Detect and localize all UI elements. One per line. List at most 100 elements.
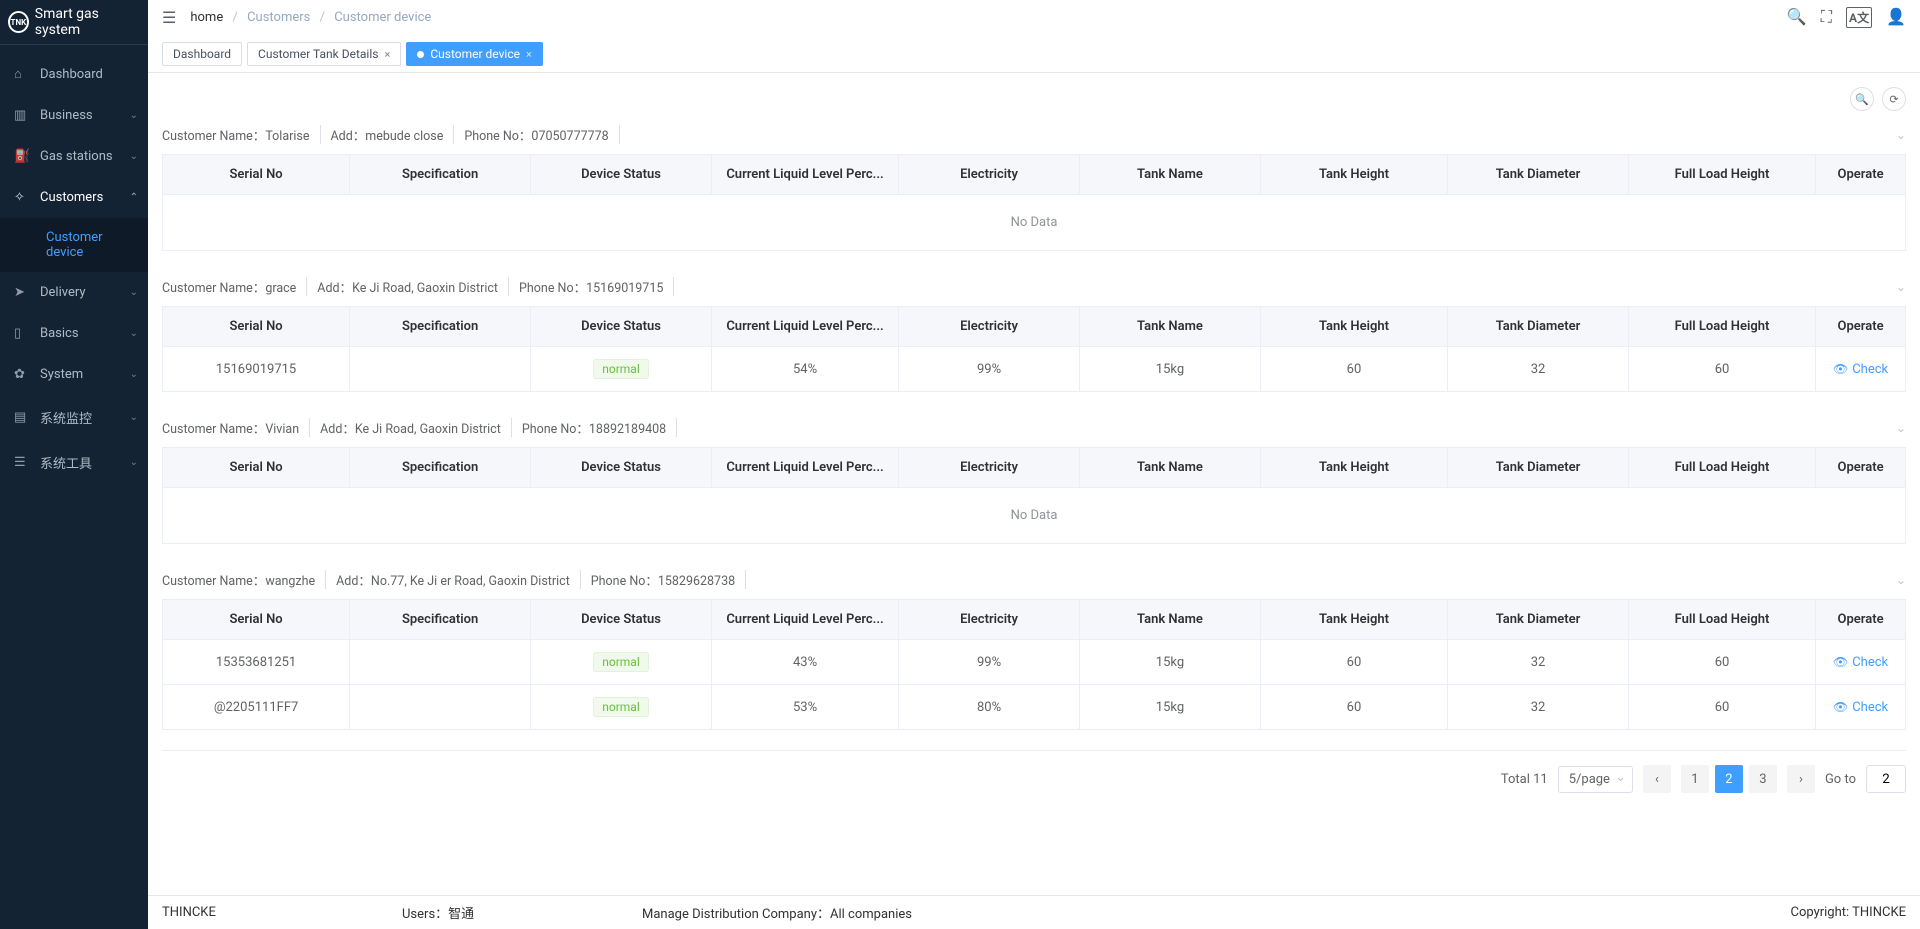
hamburger-icon[interactable]: ☰ (162, 8, 176, 27)
menu-label: Gas stations (40, 149, 113, 164)
cell-spec (350, 685, 531, 730)
phone-label: Phone No： (522, 422, 589, 437)
cell-liquid: 43% (711, 640, 898, 685)
prev-page-button[interactable]: ‹ (1643, 765, 1671, 793)
customer-address: Ke Ji Road, Gaoxin District (355, 422, 501, 437)
fullscreen-icon[interactable]: ⛶ (1821, 7, 1832, 28)
menu-icon: ▯ (14, 326, 30, 341)
cell-full-load: 60 (1628, 685, 1815, 730)
goto-page-input[interactable] (1866, 765, 1906, 793)
refresh-button[interactable]: ⟳ (1882, 87, 1906, 111)
customer-block: Customer Name：Vivian Add：Ke Ji Road, Gao… (162, 412, 1906, 544)
menu-icon: ✿ (14, 367, 30, 382)
menu-label: Customers (40, 190, 103, 205)
tab-customer-device[interactable]: Customer device× (406, 42, 543, 66)
language-icon[interactable]: A文 (1846, 7, 1872, 28)
chevron-down-icon: ⌄ (130, 287, 138, 298)
column-header: Tank Diameter (1448, 307, 1629, 347)
eye-icon: 👁 (1833, 655, 1848, 669)
address-label: Add： (317, 281, 352, 296)
collapse-icon[interactable]: ⌄ (1896, 128, 1906, 142)
customer-name-label: Customer Name： (162, 281, 265, 296)
sidebar-item-dashboard[interactable]: ⌂ Dashboard (0, 53, 148, 95)
check-link[interactable]: 👁Check (1833, 362, 1888, 377)
phone-label: Phone No： (464, 129, 531, 144)
page-size-select[interactable]: 5/page (1558, 766, 1633, 793)
page-number-1[interactable]: 1 (1681, 765, 1709, 793)
footer-distribution: Manage Distribution Company：All companie… (622, 903, 1790, 922)
menu-label: Basics (40, 326, 79, 341)
collapse-icon[interactable]: ⌄ (1896, 421, 1906, 435)
footer-copyright: Copyright: THINCKE (1790, 905, 1906, 920)
tabs-bar: DashboardCustomer Tank Details×Customer … (148, 36, 1920, 73)
customer-phone: 15829628738 (658, 574, 735, 589)
column-header: Serial No (163, 155, 350, 195)
no-data: No Data (163, 195, 1906, 251)
breadcrumb-item[interactable]: Customer device (334, 10, 431, 25)
sidebar: TNK Smart gas system ⌂Dashboard▥Business… (0, 0, 148, 929)
breadcrumb-item[interactable]: Customers (247, 10, 310, 25)
column-header: Current Liquid Level Perc... (711, 307, 898, 347)
cell-full-load: 60 (1628, 640, 1815, 685)
next-page-button[interactable]: › (1787, 765, 1815, 793)
column-header: Current Liquid Level Perc... (711, 448, 898, 488)
check-link[interactable]: 👁Check (1833, 655, 1888, 670)
pagination-total: Total 11 (1501, 772, 1548, 787)
column-header: Tank Diameter (1448, 155, 1629, 195)
customer-header: Customer Name：grace Add：Ke Ji Road, Gaox… (162, 271, 1906, 306)
sidebar-item-business[interactable]: ▥Business⌄ (0, 95, 148, 136)
sidebar-item-basics[interactable]: ▯Basics⌄ (0, 313, 148, 354)
column-header: Full Load Height (1628, 155, 1815, 195)
column-header: Full Load Height (1628, 307, 1815, 347)
customer-phone: 07050777778 (531, 129, 608, 144)
chevron-down-icon: ⌄ (130, 369, 138, 380)
page-number-2[interactable]: 2 (1715, 765, 1743, 793)
chevron-down-icon: ⌄ (130, 110, 138, 121)
column-header: Device Status (531, 307, 712, 347)
search-button[interactable]: 🔍 (1850, 87, 1874, 111)
column-header: Tank Name (1080, 600, 1261, 640)
table-row: 15353681251 normal 43% 99% 15kg 60 32 60… (163, 640, 1906, 685)
cell-electricity: 99% (899, 347, 1080, 392)
check-link[interactable]: 👁Check (1833, 700, 1888, 715)
sidebar-item-系统监控[interactable]: ▤系统监控⌄ (0, 395, 148, 440)
sidebar-item-system[interactable]: ✿System⌄ (0, 354, 148, 395)
column-header: Tank Height (1260, 448, 1447, 488)
chevron-down-icon: ⌄ (130, 457, 138, 468)
customer-address: mebude close (365, 129, 443, 144)
page-number-3[interactable]: 3 (1749, 765, 1777, 793)
cell-tank-name: 15kg (1080, 347, 1261, 392)
sidebar-item-gas-stations[interactable]: ⛽Gas stations⌄ (0, 136, 148, 177)
search-icon[interactable]: 🔍 (1787, 7, 1807, 28)
close-icon[interactable]: × (384, 48, 390, 61)
cell-tank-height: 60 (1260, 347, 1447, 392)
sidebar-item-customers[interactable]: ✧Customers⌃ (0, 177, 148, 218)
customer-name: Vivian (265, 422, 299, 437)
column-header: Device Status (531, 600, 712, 640)
column-header: Electricity (899, 155, 1080, 195)
menu-label: Dashboard (40, 67, 103, 82)
tab-dashboard[interactable]: Dashboard (162, 42, 242, 66)
sidebar-item-系统工具[interactable]: ☰系统工具⌄ (0, 440, 148, 485)
tab-customer-tank-details[interactable]: Customer Tank Details× (247, 42, 401, 66)
collapse-icon[interactable]: ⌄ (1896, 280, 1906, 294)
customer-name: wangzhe (265, 574, 315, 589)
topbar: ☰ home / Customers / Customer device 🔍 ⛶… (148, 0, 1920, 36)
goto-label: Go to (1825, 772, 1856, 787)
nav-menu: ⌂ Dashboard ▥Business⌄⛽Gas stations⌄✧Custo… (0, 45, 148, 485)
customer-name: grace (265, 281, 296, 296)
device-table: Serial NoSpecificationDevice StatusCurre… (162, 306, 1906, 392)
sidebar-subitem-customer-device[interactable]: Customer device (0, 218, 148, 272)
phone-label: Phone No： (519, 281, 586, 296)
device-table: Serial NoSpecificationDevice StatusCurre… (162, 447, 1906, 544)
menu-icon: ⌂ (14, 66, 30, 82)
cell-liquid: 53% (711, 685, 898, 730)
collapse-icon[interactable]: ⌄ (1896, 573, 1906, 587)
close-icon[interactable]: × (526, 48, 532, 61)
breadcrumb-home[interactable]: home (190, 10, 223, 25)
column-header: Tank Name (1080, 448, 1261, 488)
column-header: Operate (1816, 155, 1906, 195)
column-header: Serial No (163, 307, 350, 347)
sidebar-item-delivery[interactable]: ➤Delivery⌄ (0, 272, 148, 313)
user-icon[interactable]: 👤 (1886, 7, 1906, 28)
